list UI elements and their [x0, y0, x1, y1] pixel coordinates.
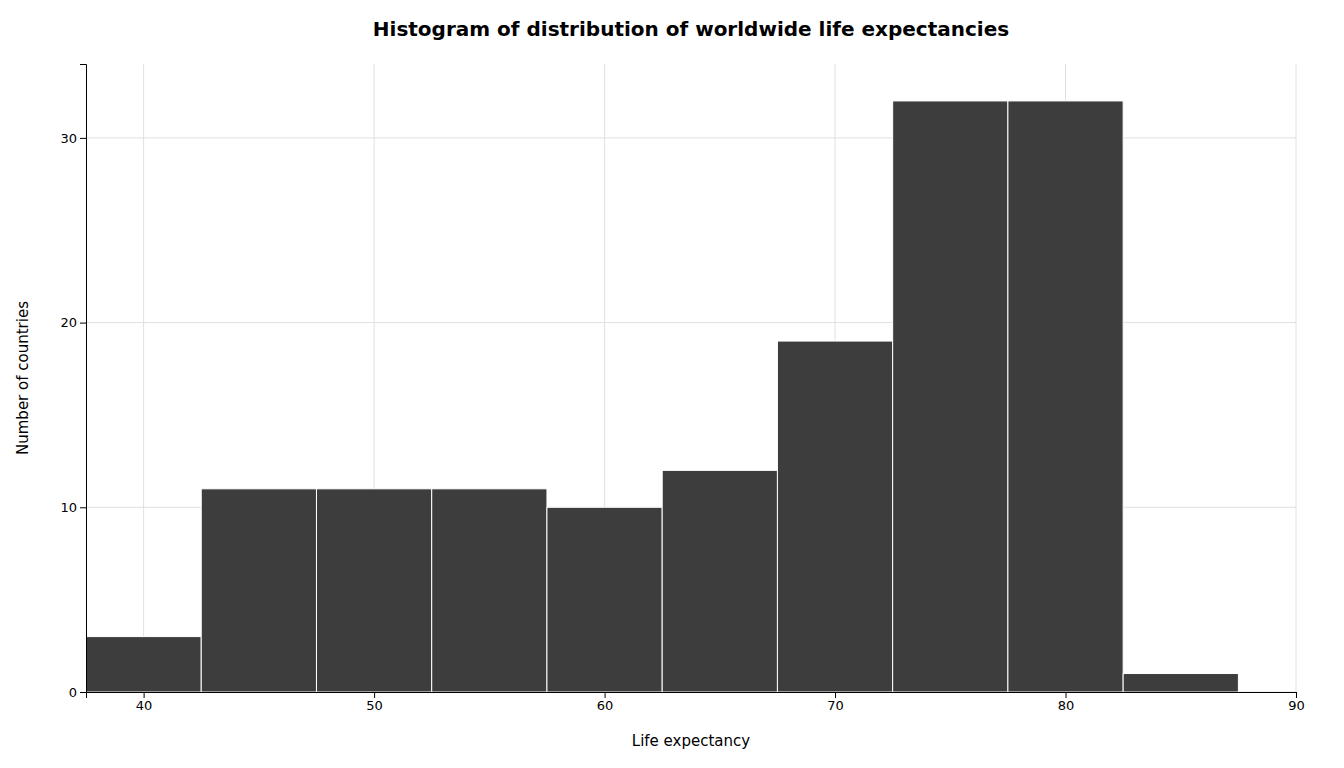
bar: [547, 507, 662, 692]
bar: [893, 101, 1008, 692]
title: Histogram of distribution of worldwide l…: [373, 17, 1009, 41]
grid-line-x: [1296, 64, 1297, 692]
y-tick: 10: [60, 500, 86, 515]
y-tick-label: 0: [69, 685, 77, 700]
x-tick: 60: [597, 692, 614, 713]
y-tick: 0: [69, 685, 86, 700]
bar: [316, 489, 431, 692]
x-tick-mark: [835, 692, 836, 698]
x-axis-line: [87, 693, 1297, 699]
y-tick-mark: [80, 692, 86, 693]
bar: [662, 470, 777, 692]
y-axis-title: Number of countries: [14, 301, 32, 455]
x-tick-label: 40: [136, 698, 153, 713]
y-axis-line: [80, 65, 87, 693]
y-tick-mark: [80, 138, 86, 139]
x-tick-mark: [144, 692, 145, 698]
x-tick: 90: [1288, 692, 1305, 713]
bar: [201, 489, 316, 692]
x-axis: 40 50 60 70 80 90: [87, 692, 1305, 713]
y-axis: 0 10 20 30: [60, 65, 86, 700]
x-tick-mark: [605, 692, 606, 698]
x-tick: 70: [827, 692, 844, 713]
y-tick-mark: [80, 323, 86, 324]
chart: 40 50 60 70 80 90 0 10 20 30 Histogram of distribu…: [0, 0, 1344, 768]
y-tick: 30: [60, 131, 86, 146]
y-tick-label: 20: [60, 315, 77, 330]
x-tick: 50: [366, 692, 383, 713]
x-tick: 80: [1058, 692, 1075, 713]
y-tick-label: 10: [60, 500, 77, 515]
x-tick-label: 70: [827, 698, 844, 713]
plot-area: [86, 101, 1238, 692]
x-tick-mark: [1066, 692, 1067, 698]
bar: [86, 637, 201, 692]
x-tick: 40: [136, 692, 153, 713]
x-tick-mark: [374, 692, 375, 698]
grid-line-x: [143, 64, 144, 692]
y-tick-label: 30: [60, 131, 77, 146]
bar: [777, 341, 892, 692]
x-axis-title: Life expectancy: [632, 732, 750, 750]
x-tick-label: 60: [597, 698, 614, 713]
grid: [86, 64, 1296, 692]
bar: [1123, 674, 1238, 692]
x-tick-mark: [1296, 692, 1297, 698]
x-tick-label: 80: [1058, 698, 1075, 713]
x-tick-label: 90: [1288, 698, 1305, 713]
y-tick: 20: [60, 315, 86, 330]
y-tick-mark: [80, 507, 86, 508]
bar: [1008, 101, 1123, 692]
bar: [432, 489, 547, 692]
x-tick-label: 50: [366, 698, 383, 713]
